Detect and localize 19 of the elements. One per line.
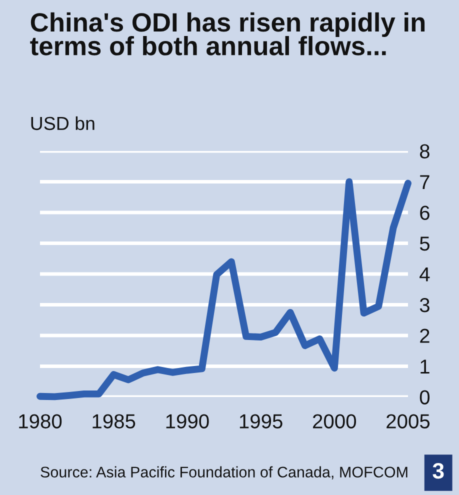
y-tick-label: 4 <box>420 267 430 282</box>
y-tick-label: 8 <box>420 144 430 158</box>
y-tick-label: 3 <box>420 298 430 312</box>
chart-title: China's ODI has risen rapidly in terms of both annual flows... <box>30 12 425 56</box>
y-tick-label: 6 <box>420 206 430 220</box>
x-tick-label: 1995 <box>240 414 282 428</box>
source-note: Source: Asia Pacific Foundation of Canada, MOFCOM <box>40 466 408 480</box>
text: 3 <box>432 462 444 479</box>
y-tick-label: 1 <box>420 360 430 374</box>
x-tick-label: 1985 <box>92 414 136 428</box>
x-tick-label: 2000 <box>313 414 356 428</box>
y-tick-label: 5 <box>420 236 430 251</box>
x-tick-label: 1980 <box>19 414 62 428</box>
y-axis-title: USD bn <box>31 116 94 130</box>
x-tick-label: 2005 <box>386 414 430 428</box>
x-tick-label: 1990 <box>166 414 209 428</box>
y-tick-label: 2 <box>420 328 430 343</box>
y-tick-label: 7 <box>420 175 430 190</box>
y-tick-label: 0 <box>420 390 430 404</box>
